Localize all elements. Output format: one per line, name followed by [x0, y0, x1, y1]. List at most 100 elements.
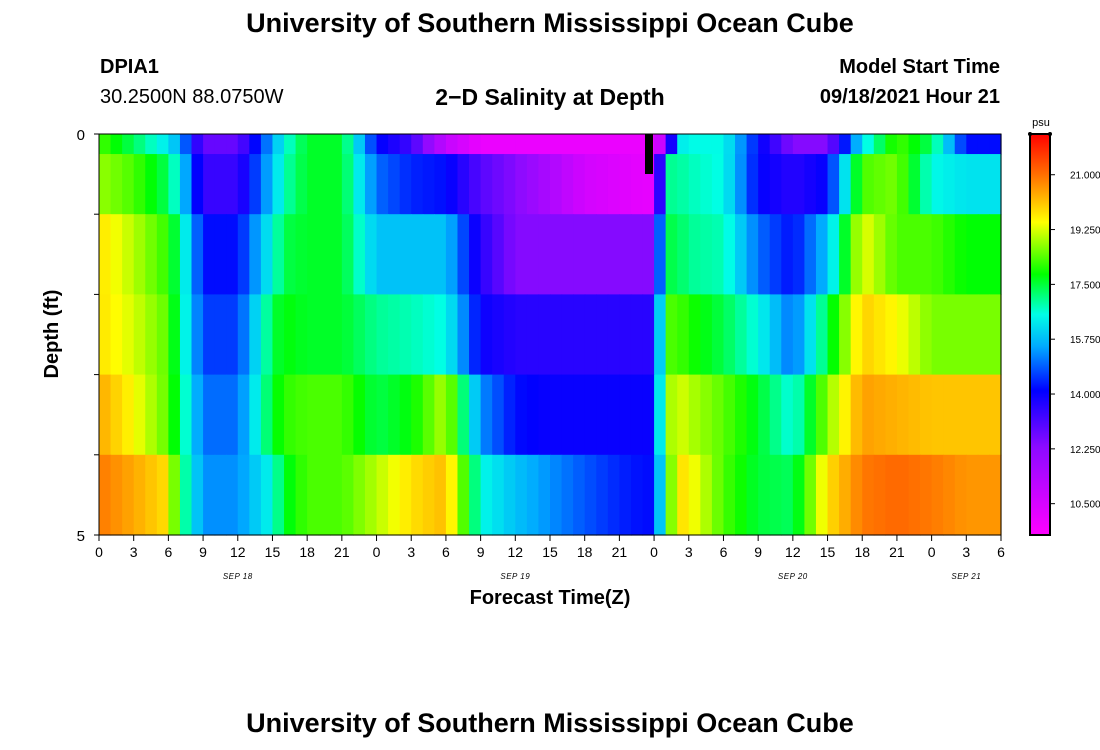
heatmap-cell	[792, 154, 806, 215]
heatmap-cell	[781, 374, 794, 456]
heatmap-cell	[654, 454, 667, 536]
heatmap-cell	[873, 374, 886, 456]
heatmap-cell	[619, 134, 632, 155]
heatmap-cell	[966, 374, 979, 456]
heatmap-cell	[226, 374, 239, 456]
heatmap-cell	[665, 374, 678, 456]
heatmap-cell	[226, 134, 239, 155]
heatmap-cell	[434, 454, 447, 536]
chart-title: 2−D Salinity at Depth	[435, 84, 665, 110]
heatmap-cell	[573, 154, 586, 215]
heatmap-cell	[411, 214, 424, 295]
heatmap-cell	[619, 374, 632, 456]
heatmap-cell	[122, 214, 135, 295]
heatmap-cell	[920, 294, 933, 376]
heatmap-cell	[341, 454, 355, 536]
heatmap-cell	[931, 134, 944, 155]
heatmap-cell	[515, 154, 528, 215]
heatmap-cell	[156, 154, 169, 215]
heatmap-cell	[550, 374, 563, 456]
heatmap-cell	[295, 454, 308, 536]
heatmap-cell	[711, 374, 725, 456]
heatmap-cell	[896, 374, 910, 456]
heatmap-cell	[977, 374, 991, 456]
heatmap-cell	[862, 294, 875, 376]
heatmap-cell	[434, 294, 447, 376]
heatmap-cell	[711, 454, 725, 536]
heatmap-cell	[596, 454, 609, 536]
heatmap-cell	[168, 294, 181, 376]
colorbar-tick-label: 21.000	[1070, 171, 1100, 182]
heatmap-cell	[746, 214, 759, 295]
heatmap-cell	[596, 154, 609, 215]
heatmap-cell	[249, 454, 262, 536]
heatmap-cell	[284, 134, 297, 155]
heatmap-cell	[758, 454, 771, 536]
heatmap-cell	[723, 214, 736, 295]
heatmap-cell	[873, 134, 886, 155]
day-label: SEP 18	[223, 572, 253, 581]
heatmap-cell	[364, 454, 378, 536]
heatmap-cell	[688, 134, 701, 155]
heatmap-cell	[515, 454, 528, 536]
heatmap-cell	[133, 374, 146, 456]
heatmap-cell	[920, 134, 933, 155]
heatmap-cell	[156, 374, 169, 456]
heatmap-cell	[931, 154, 944, 215]
heatmap-cell	[642, 214, 655, 295]
heatmap-cell	[515, 214, 528, 295]
heatmap-cell	[839, 374, 852, 456]
heatmap-cell	[99, 454, 112, 536]
heatmap-cell	[284, 214, 297, 295]
heatmap-cell	[700, 134, 713, 155]
heatmap-cell	[665, 134, 678, 155]
heatmap-cell	[526, 454, 540, 536]
heatmap-cell	[341, 374, 355, 456]
heatmap-cell	[735, 454, 748, 536]
heatmap-cell	[746, 294, 759, 376]
heatmap-cell	[792, 294, 806, 376]
heatmap-cell	[388, 154, 401, 215]
heatmap-cell	[677, 454, 690, 536]
heatmap-cell	[908, 454, 921, 536]
heatmap-cell	[711, 294, 725, 376]
heatmap-cell	[827, 294, 840, 376]
heatmap-cell	[492, 374, 505, 456]
heatmap-cell	[943, 214, 956, 295]
heatmap-cell	[226, 454, 239, 536]
heatmap-cell	[422, 294, 435, 376]
heatmap-cell	[145, 134, 158, 155]
heatmap-cell	[839, 294, 852, 376]
heatmap-cell	[885, 294, 898, 376]
heatmap-cell	[781, 154, 794, 215]
heatmap-cell	[781, 214, 794, 295]
heatmap-cell	[943, 454, 956, 536]
heatmap-cell	[815, 294, 829, 376]
heatmap-cell	[99, 214, 112, 295]
heatmap-cell	[515, 294, 528, 376]
heatmap-cell	[364, 214, 378, 295]
heatmap-cell	[654, 374, 667, 456]
heatmap-cell	[538, 454, 551, 536]
heatmap-cell	[526, 134, 540, 155]
heatmap-cell	[781, 454, 794, 536]
heatmap-cell	[735, 374, 748, 456]
x-tick-label: 0	[650, 544, 658, 560]
heatmap-cell	[133, 454, 146, 536]
x-tick-label: 9	[477, 544, 485, 560]
day-label: SEP 20	[778, 572, 808, 581]
heatmap-cell	[630, 374, 644, 456]
heatmap-cell	[954, 134, 967, 155]
station-coordinates: 30.2500N 88.0750W	[100, 86, 284, 108]
heatmap-cell	[596, 374, 609, 456]
heatmap-cell	[364, 374, 378, 456]
heatmap-cell	[226, 294, 239, 376]
heatmap-cell	[295, 214, 308, 295]
heatmap-cell	[179, 294, 193, 376]
heatmap-cell	[584, 374, 597, 456]
heatmap-cell	[700, 374, 713, 456]
heatmap-cell	[191, 214, 204, 295]
heatmap-cell	[503, 294, 516, 376]
heatmap-cell	[700, 214, 713, 295]
heatmap-cell	[711, 214, 725, 295]
